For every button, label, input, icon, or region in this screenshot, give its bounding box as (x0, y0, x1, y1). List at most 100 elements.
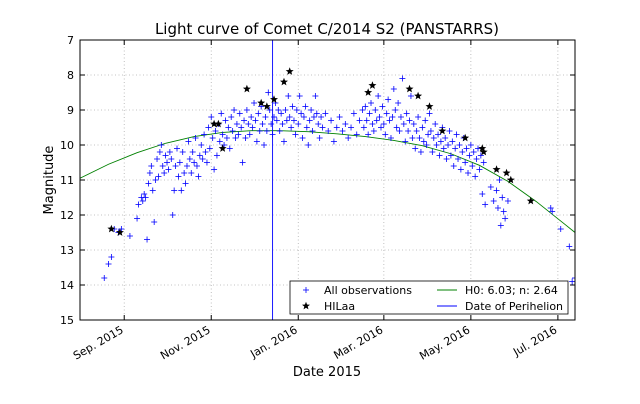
observation-point (191, 159, 198, 166)
observation-point (368, 100, 375, 106)
observation-point (369, 121, 376, 127)
observation-point (429, 149, 436, 155)
observation-point (246, 131, 253, 138)
observation-point (213, 152, 220, 159)
observation-point (466, 152, 473, 159)
observation-point (363, 117, 370, 124)
observation-point (175, 173, 182, 180)
observation-point (148, 163, 155, 169)
observation-point (218, 110, 225, 117)
observation-point (280, 138, 287, 145)
observation-point (450, 163, 457, 169)
observation-point (377, 124, 384, 131)
y-axis-label: Magnitude (42, 146, 57, 215)
observation-point (427, 128, 434, 134)
observation-point (356, 117, 363, 124)
observation-point (118, 226, 125, 232)
observation-point (139, 198, 146, 204)
observation-point (365, 131, 372, 138)
observation-point (449, 138, 456, 145)
observation-point (144, 236, 151, 243)
observation-point (262, 114, 269, 120)
observation-point (196, 152, 203, 159)
observation-point (245, 121, 252, 127)
observation-point (569, 278, 575, 285)
observation-point (504, 198, 511, 204)
observation-point (168, 156, 175, 162)
x-tick-label: Mar. 2016 (331, 323, 385, 362)
observation-point (370, 128, 377, 134)
observation-point (412, 145, 419, 152)
observation-point (397, 114, 404, 120)
observation-point (134, 215, 141, 222)
observation-point (216, 138, 223, 145)
hilaa-point (526, 196, 535, 205)
observation-point (473, 156, 480, 162)
observation-point (312, 93, 319, 99)
legend-entry: HILaa (302, 300, 355, 313)
observation-point (249, 124, 256, 131)
observation-point (386, 117, 393, 124)
observation-point (372, 107, 379, 113)
observation-point (359, 107, 366, 113)
observation-point (433, 142, 440, 148)
observation-point (290, 117, 297, 124)
observation-point (417, 149, 424, 155)
observation-point (201, 131, 208, 138)
observation-point (406, 117, 413, 124)
observation-point (282, 107, 289, 113)
observation-point (437, 138, 444, 145)
observation-point (318, 114, 325, 120)
observation-point (165, 166, 172, 173)
observation-point (186, 156, 193, 162)
observation-point (229, 128, 236, 134)
observation-point (393, 124, 400, 131)
observation-point (179, 149, 186, 155)
observation-point (299, 135, 306, 141)
observation-point (379, 103, 386, 110)
hilaa-point (107, 224, 116, 233)
observation-point (221, 142, 228, 148)
observation-point (487, 184, 494, 190)
observation-point (350, 110, 357, 117)
observation-point (430, 135, 437, 141)
observation-point (426, 110, 433, 117)
observation-point (319, 124, 326, 131)
observation-point (298, 110, 305, 117)
observation-point (308, 107, 315, 113)
observation-point (108, 254, 115, 260)
y-tick-label: 8 (67, 69, 74, 82)
observation-point (293, 107, 300, 113)
observation-point (189, 149, 196, 155)
observation-point (226, 145, 233, 152)
observation-point (151, 219, 158, 225)
observation-point (497, 222, 504, 229)
observation-point (390, 86, 397, 92)
observation-point (145, 180, 152, 187)
observation-point (286, 114, 293, 120)
observation-point (465, 170, 472, 176)
observation-point (181, 170, 188, 176)
observation-point (479, 191, 486, 197)
observation-point (420, 138, 427, 145)
observation-point (402, 138, 409, 145)
observation-point (289, 103, 296, 110)
x-tick-label: Jul. 2016 (510, 323, 559, 359)
y-tick-label: 15 (60, 314, 74, 327)
observation-point (162, 152, 169, 159)
hilaa-point (405, 84, 414, 93)
observation-point (208, 114, 215, 120)
observation-point (269, 131, 276, 138)
observation-point (158, 142, 165, 148)
observation-point (482, 201, 489, 208)
observation-point (235, 131, 242, 138)
hilaa-point (262, 102, 271, 110)
observation-point (142, 194, 149, 201)
observation-point (285, 93, 292, 99)
observation-point (219, 131, 226, 138)
observation-point (315, 121, 322, 127)
observation-point (199, 156, 206, 162)
observation-point (440, 145, 447, 152)
